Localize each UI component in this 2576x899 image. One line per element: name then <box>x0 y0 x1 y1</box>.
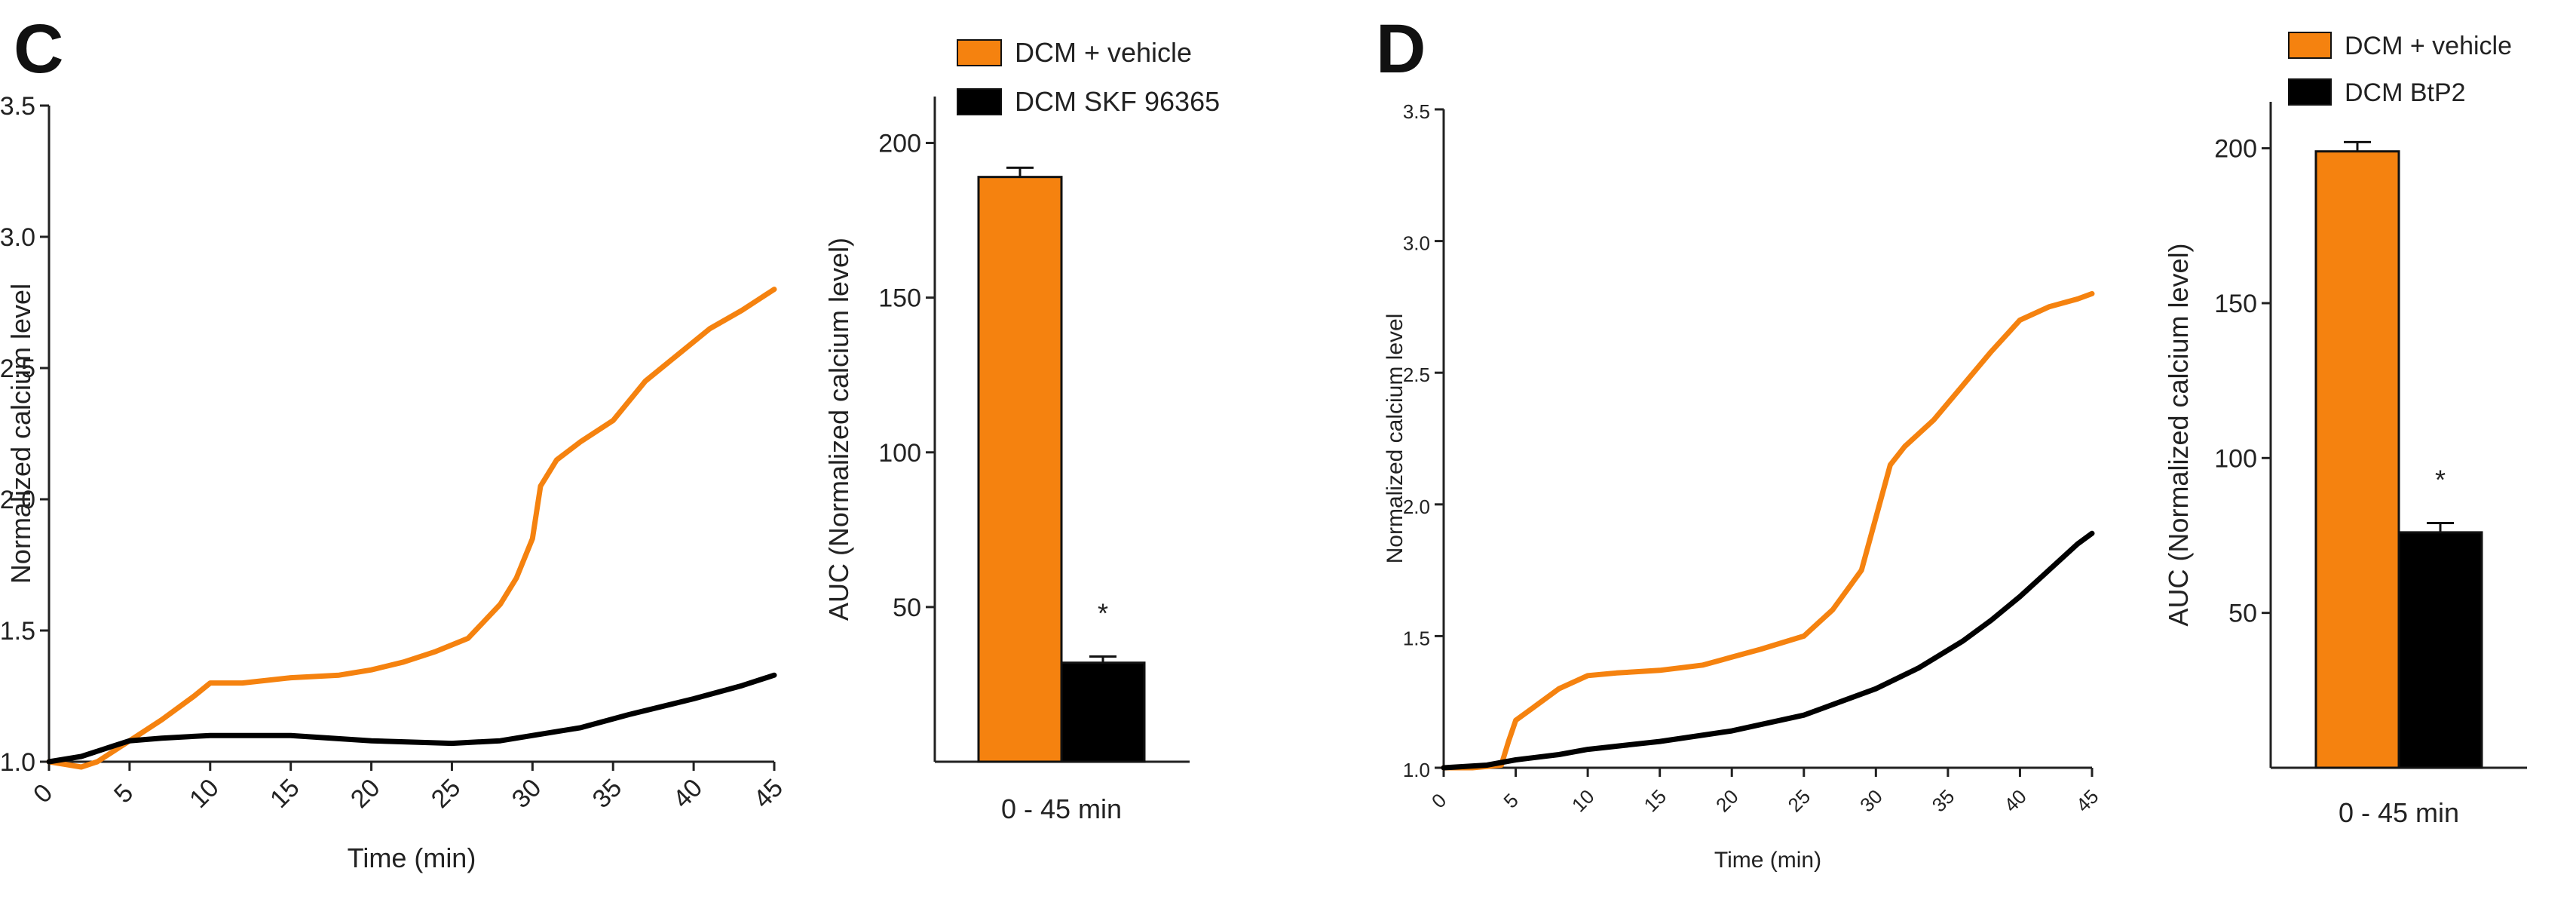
y-tick-label: 150 <box>878 284 921 313</box>
bar-chart-d: 50 100 150 200 * 0 - 45 min AUC (Normalized ca… <box>2163 32 2527 828</box>
legend-swatch-vehicle <box>2288 32 2332 59</box>
y-tick-label: 2.5 <box>1403 364 1430 386</box>
legend-label: DCM + vehicle <box>1015 37 1192 68</box>
y-tick-label: 3.0 <box>1403 232 1430 255</box>
bar-treatment <box>2397 531 2483 769</box>
y-tick-label: 200 <box>2214 135 2257 164</box>
category-label: 0 - 45 min <box>1001 793 1122 824</box>
bar-chart-c: 50 100 150 200 * 0 - 45 min AUC (Normalized ca… <box>823 37 1220 824</box>
y-tick-label: 2.0 <box>0 486 35 514</box>
x-tick-label: 45 <box>748 773 789 814</box>
bar-vehicle <box>977 176 1063 763</box>
x-tick-label: 0 <box>1427 789 1450 812</box>
significance-star: * <box>2435 465 2446 496</box>
x-tick-label: 5 <box>109 778 139 808</box>
bar-treatment <box>1060 661 1146 763</box>
x-axis-title: Time (min) <box>348 842 476 873</box>
y-tick-label: 3.5 <box>0 92 35 121</box>
y-tick-label: 2.0 <box>1403 496 1430 518</box>
legend-label: DCM + vehicle <box>2345 32 2512 60</box>
x-tick-label: 35 <box>587 773 628 814</box>
category-label: 0 - 45 min <box>2339 797 2459 828</box>
y-tick-label: 1.5 <box>0 617 35 646</box>
line-chart-c: 1.0 1.5 2.0 2.5 3.0 3.5 0 5 10 15 20 25 30 35 40 45 Time… <box>0 92 789 873</box>
y-axis-title: AUC (Normalized calcium level) <box>823 238 854 621</box>
y-axis-title: Normalized calcium level <box>5 284 36 584</box>
y-tick-label: 1.5 <box>1403 627 1430 649</box>
y-tick-label: 100 <box>2214 444 2257 473</box>
x-axis-title: Time (min) <box>1714 848 1821 873</box>
panel-letter-c: C <box>14 11 63 87</box>
y-tick-label: 50 <box>893 594 921 622</box>
y-tick-label: 3.0 <box>0 223 35 252</box>
legend-label: DCM BtP2 <box>2345 78 2466 107</box>
x-tick-label: 20 <box>1711 785 1743 817</box>
series-line-vehicle <box>1441 290 2095 771</box>
panel-letter-d: D <box>1376 11 1426 87</box>
legend-swatch-treatment <box>2288 78 2332 106</box>
y-axis-title: AUC (Normalized calcium level) <box>2163 243 2194 626</box>
x-tick-label: 30 <box>1855 785 1887 817</box>
legend-swatch-treatment <box>957 88 1002 115</box>
x-tick-label: 10 <box>1567 785 1599 817</box>
y-tick-label: 1.0 <box>0 748 35 777</box>
y-tick-label: 200 <box>878 130 921 158</box>
series-line-treatment <box>1441 530 2095 771</box>
series-line-vehicle <box>46 287 777 770</box>
series-line-treatment <box>46 672 777 765</box>
bar-vehicle <box>2314 150 2400 769</box>
x-tick-label: 0 <box>28 778 58 808</box>
x-tick-label: 20 <box>345 773 386 814</box>
x-tick-label: 40 <box>1999 785 2031 817</box>
y-tick-label: 1.0 <box>1403 759 1430 781</box>
x-tick-label: 15 <box>265 773 305 814</box>
y-tick-label: 100 <box>878 439 921 468</box>
y-tick-label: 50 <box>2228 600 2257 628</box>
significance-star: * <box>1098 598 1108 629</box>
y-tick-label: 3.5 <box>1403 100 1430 123</box>
legend-swatch-vehicle <box>957 39 1002 66</box>
x-tick-label: 15 <box>1639 785 1671 817</box>
y-axis-title: Normalized calcium level <box>1383 314 1407 564</box>
legend-label: DCM SKF 96365 <box>1015 86 1220 117</box>
x-tick-label: 40 <box>668 773 709 814</box>
x-tick-label: 10 <box>184 773 225 814</box>
x-tick-label: 45 <box>2072 785 2103 817</box>
x-tick-label: 5 <box>1499 789 1522 812</box>
y-tick-label: 150 <box>2214 290 2257 318</box>
x-tick-label: 30 <box>507 773 547 814</box>
x-tick-label: 25 <box>426 773 467 814</box>
line-chart-d: 1.0 1.5 2.0 2.5 3.0 3.5 0 5 10 15 20 25 30 35 40 45 Time… <box>1383 100 2103 873</box>
y-tick-label: 2.5 <box>0 354 35 383</box>
x-tick-label: 25 <box>1784 785 1815 817</box>
x-tick-label: 35 <box>1928 785 1959 817</box>
